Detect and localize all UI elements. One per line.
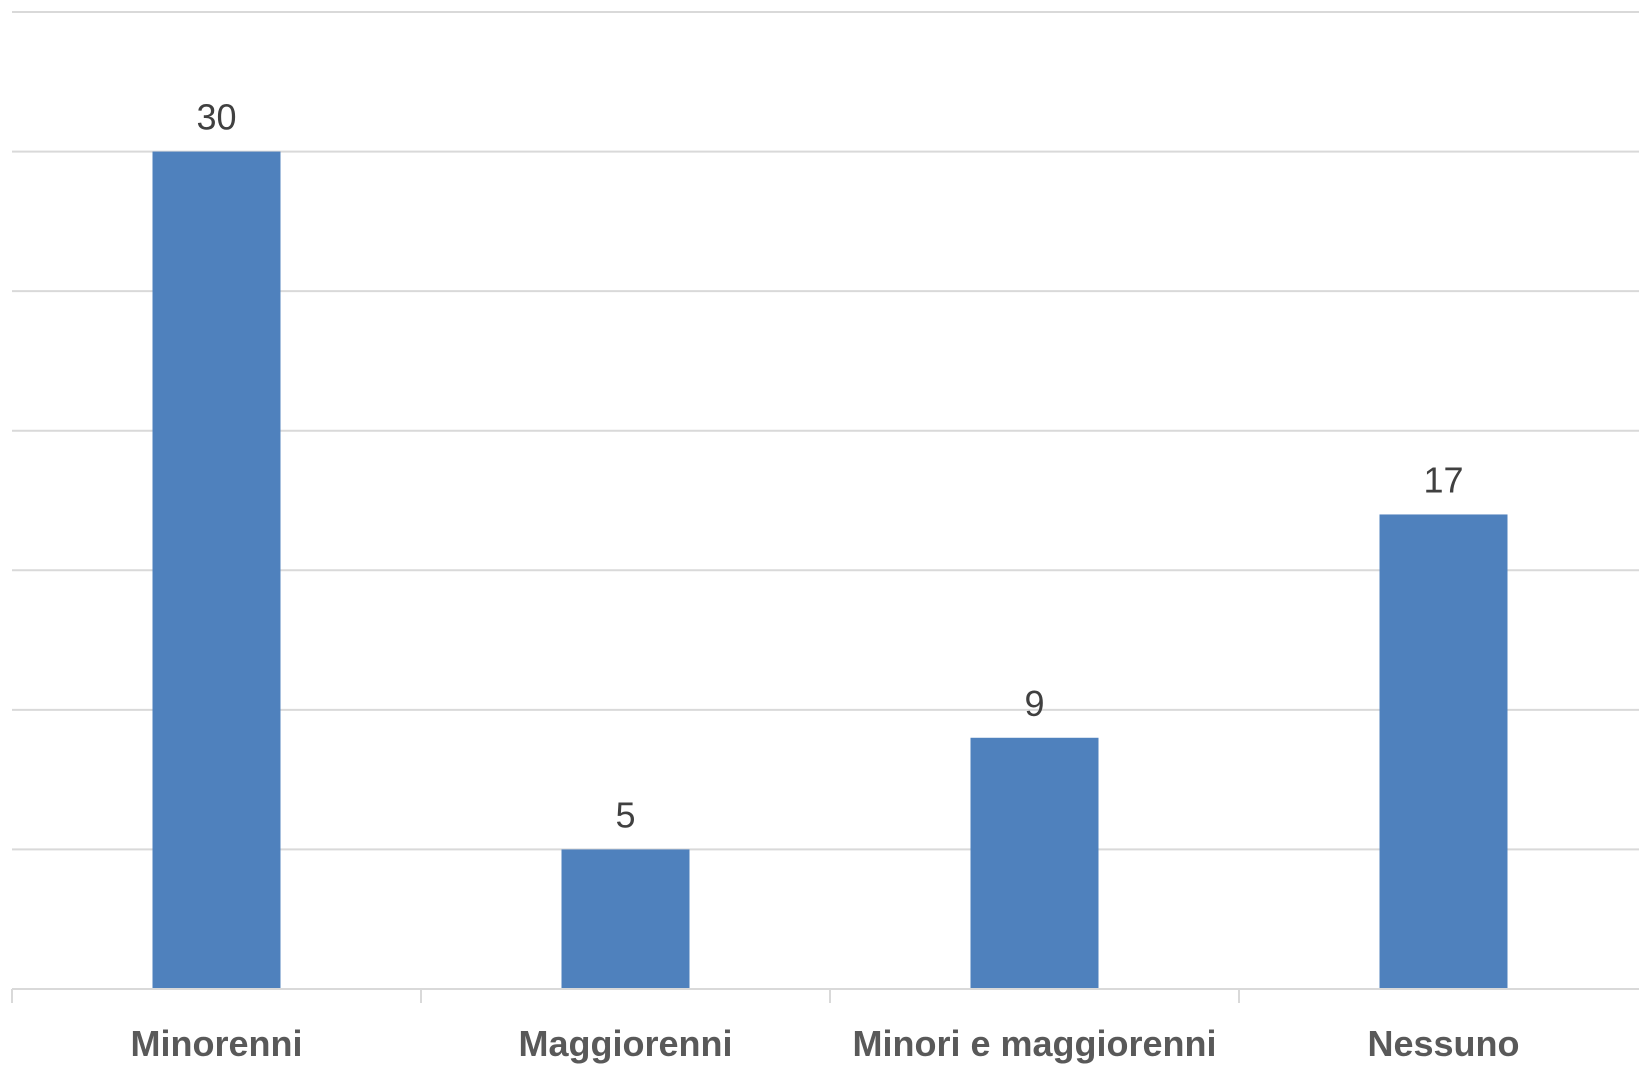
category-label: Maggiorenni xyxy=(519,1023,733,1064)
x-axis xyxy=(11,988,1639,1003)
bars xyxy=(152,151,1508,990)
data-label: 17 xyxy=(1423,459,1463,500)
data-label: 30 xyxy=(196,97,236,138)
data-label: 9 xyxy=(1024,683,1044,724)
bar xyxy=(152,151,281,990)
gridlines xyxy=(12,11,1639,851)
category-labels: Minorenni Maggiorenni Minori e maggiorenni… xyxy=(131,1023,1520,1064)
bar xyxy=(1379,514,1508,989)
category-label: Minorenni xyxy=(131,1023,303,1064)
data-label: 5 xyxy=(615,794,635,835)
bar xyxy=(970,737,1099,989)
data-labels: 30 5 9 17 xyxy=(196,97,1463,836)
bar xyxy=(561,849,690,989)
category-label: Nessuno xyxy=(1367,1023,1519,1064)
category-label: Minori e maggiorenni xyxy=(852,1023,1216,1064)
